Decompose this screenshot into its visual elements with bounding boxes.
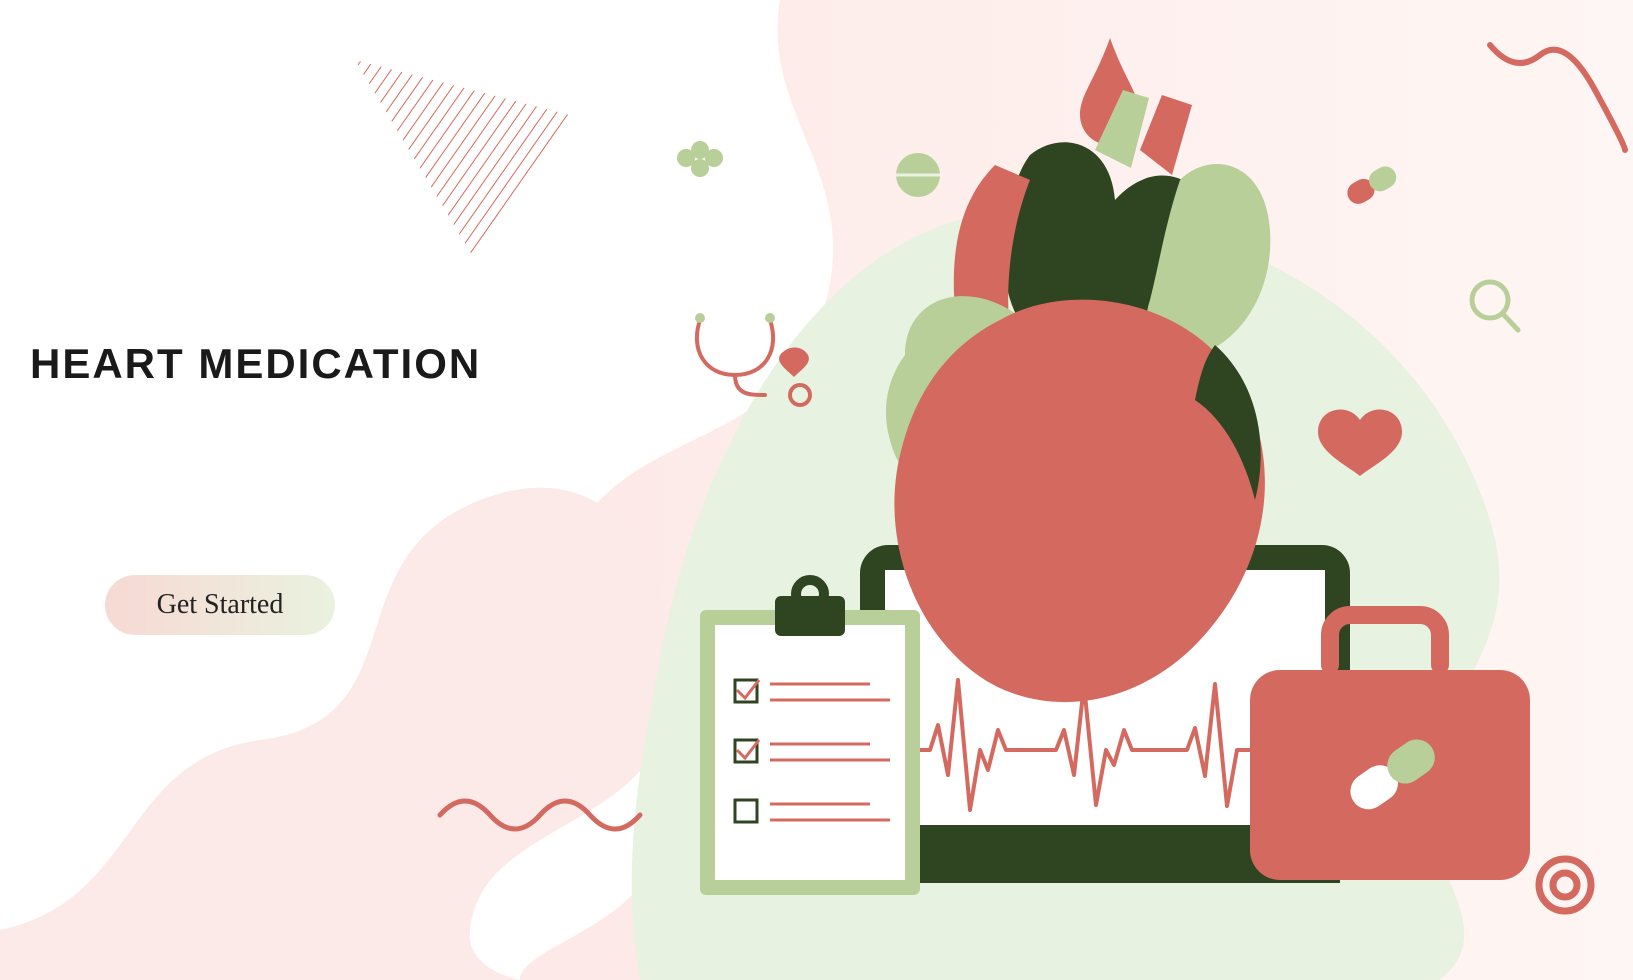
bg-green-blob (632, 210, 1500, 980)
hero-canvas: HEART MEDICATION Get Started (0, 0, 1633, 980)
get-started-button[interactable]: Get Started (105, 575, 335, 635)
clover-icon (677, 141, 723, 177)
medkit (1250, 615, 1530, 880)
blood-drop-icon (1080, 38, 1140, 145)
capsule-icon (1343, 162, 1400, 208)
clipboard (700, 580, 920, 895)
decor-squiggle-top-right (1490, 45, 1625, 150)
illustration-layer (0, 0, 1633, 980)
ecg-line (890, 680, 1262, 810)
anatomical-heart (886, 90, 1270, 702)
heart-small-icon (1318, 410, 1402, 476)
monitor (860, 545, 1350, 883)
bg-left-blob (0, 488, 671, 980)
page-title: HEART MEDICATION (30, 340, 481, 388)
bg-right-blob (520, 0, 1633, 980)
rings-icon (1539, 859, 1591, 911)
stethoscope-icon (695, 313, 810, 405)
decor-hatched-triangle (355, 60, 570, 260)
pill-dot-icon (896, 153, 940, 197)
magnifier-icon (1472, 282, 1518, 330)
decor-squiggle-bottom (440, 801, 640, 829)
